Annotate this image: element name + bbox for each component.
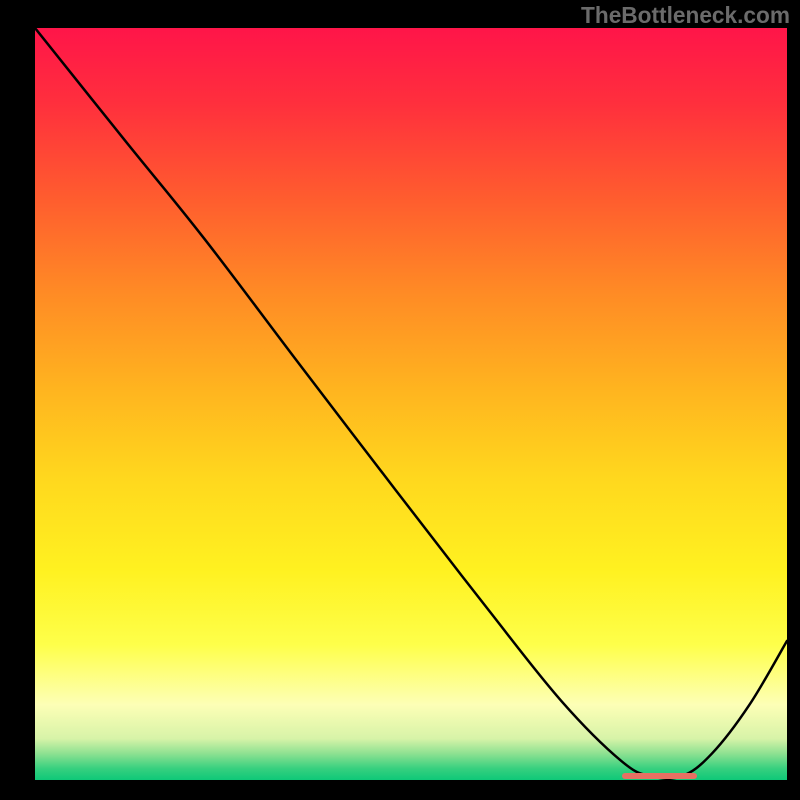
gradient-background [35, 28, 787, 780]
watermark-text: TheBottleneck.com [581, 2, 790, 29]
chart-svg [35, 28, 787, 780]
chart-plot-area [35, 28, 787, 780]
optimal-marker [622, 773, 697, 779]
